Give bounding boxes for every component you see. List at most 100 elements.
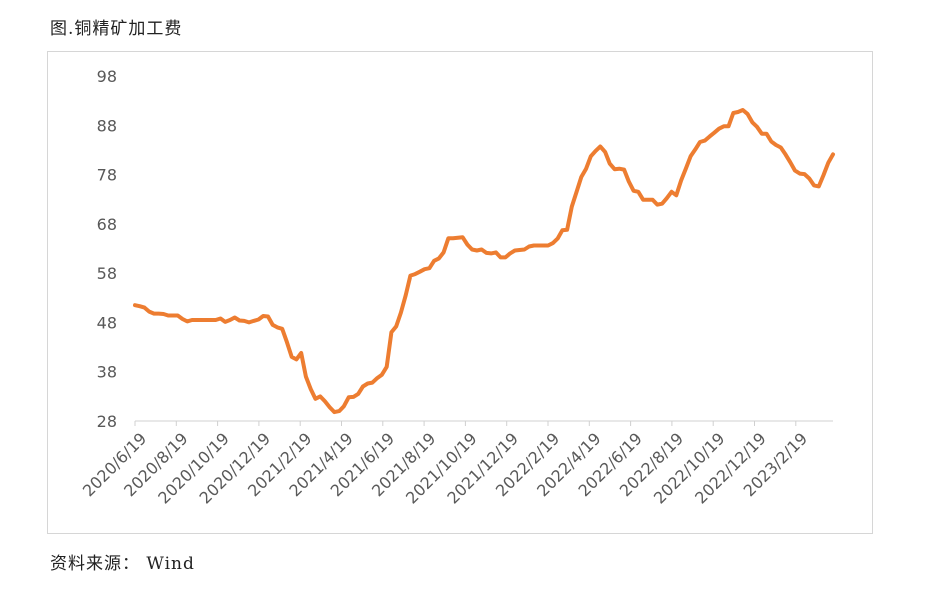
data-point [337, 409, 341, 413]
data-point [617, 167, 621, 171]
data-point [807, 177, 811, 180]
data-point [361, 385, 365, 388]
data-point [750, 120, 754, 124]
data-point [200, 318, 203, 322]
data-point [812, 183, 816, 187]
data-point [798, 172, 802, 176]
data-point [375, 376, 379, 380]
y-tick-label: 88 [97, 116, 117, 135]
data-point [608, 162, 612, 166]
data-point [399, 311, 403, 315]
data-point [133, 303, 137, 307]
data-point [261, 314, 265, 318]
data-point [784, 152, 787, 156]
data-point [143, 306, 146, 310]
data-source: 资料来源： Wind [50, 554, 195, 574]
data-point [370, 381, 374, 385]
chart-title: 图.铜精矿加工费 [50, 19, 183, 39]
data-point [731, 111, 735, 115]
data-point [727, 124, 730, 128]
data-point [522, 248, 526, 251]
series-layer [133, 108, 835, 415]
data-point [299, 351, 303, 355]
data-point [257, 318, 260, 321]
y-tick-label: 38 [97, 363, 117, 382]
data-point [803, 172, 806, 176]
data-point [294, 357, 298, 361]
y-tick-label: 48 [97, 313, 117, 332]
data-point [152, 312, 156, 316]
data-point [290, 355, 294, 359]
data-point [698, 140, 702, 144]
data-point [271, 323, 275, 327]
data-point [565, 228, 569, 232]
data-point [684, 167, 688, 171]
data-point [831, 152, 835, 156]
data-point [670, 190, 674, 194]
data-point [508, 251, 512, 255]
data-point [712, 131, 716, 135]
data-point [252, 319, 256, 323]
data-point [166, 314, 170, 317]
data-point [223, 320, 227, 324]
data-point [147, 310, 151, 314]
data-point [451, 236, 455, 240]
data-point [594, 149, 598, 153]
data-point [465, 243, 469, 247]
data-point [527, 245, 531, 248]
data-point [793, 169, 797, 173]
data-point [423, 267, 427, 271]
data-point [313, 397, 317, 401]
data-point [209, 318, 213, 322]
data-point [575, 190, 579, 194]
data-point [347, 395, 351, 399]
data-point [195, 318, 199, 322]
y-axis: 28 38 48 58 68 78 88 98 [97, 67, 117, 431]
data-point [499, 255, 503, 259]
data-point [394, 324, 398, 328]
data-point [779, 146, 783, 149]
data-point [456, 236, 460, 240]
data-point [679, 179, 683, 182]
data-point [556, 237, 560, 241]
data-point [579, 175, 583, 179]
data-point [736, 110, 740, 114]
data-point [475, 249, 479, 252]
data-point [689, 154, 693, 158]
data-point [622, 168, 626, 172]
data-point [513, 249, 517, 252]
data-point [570, 205, 574, 209]
data-point [219, 317, 222, 320]
data-point [636, 190, 640, 194]
data-point [162, 312, 165, 316]
data-point [746, 112, 749, 116]
data-point [551, 241, 555, 245]
data-point [641, 198, 645, 202]
data-point [280, 327, 284, 331]
data-point [532, 244, 536, 247]
data-point [826, 161, 830, 165]
data-point [584, 167, 588, 171]
data-point [408, 274, 412, 278]
data-point [489, 251, 493, 255]
data-point [741, 108, 745, 112]
data-point [309, 387, 313, 391]
data-point [613, 167, 617, 171]
data-point [627, 180, 631, 183]
data-point [717, 127, 721, 131]
data-point [541, 244, 545, 247]
data-point [470, 248, 474, 251]
data-point [190, 318, 194, 322]
data-point [233, 316, 237, 319]
data-point [351, 395, 355, 399]
y-tick-label: 78 [97, 166, 117, 185]
data-point [418, 270, 422, 274]
data-point [323, 399, 327, 403]
data-point [788, 160, 792, 164]
chart-frame [47, 51, 873, 534]
data-point [204, 318, 208, 322]
data-point [181, 317, 184, 321]
data-point [503, 255, 507, 259]
data-point [214, 318, 218, 322]
